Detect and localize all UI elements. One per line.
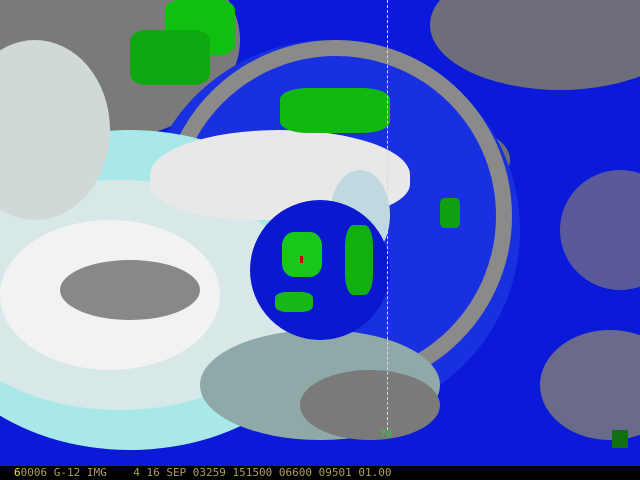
frame-number: 6 — [14, 466, 21, 479]
status-bar: 60006 G-12 IMG 4 16 SEP 03259 151500 066… — [0, 466, 640, 480]
longitude-label: 70 — [380, 429, 393, 440]
longitude-line — [387, 0, 388, 430]
image-metadata-text: 0006 G-12 IMG 4 16 SEP 03259 151500 0660… — [20, 466, 392, 479]
storm-center-marker — [300, 256, 303, 263]
